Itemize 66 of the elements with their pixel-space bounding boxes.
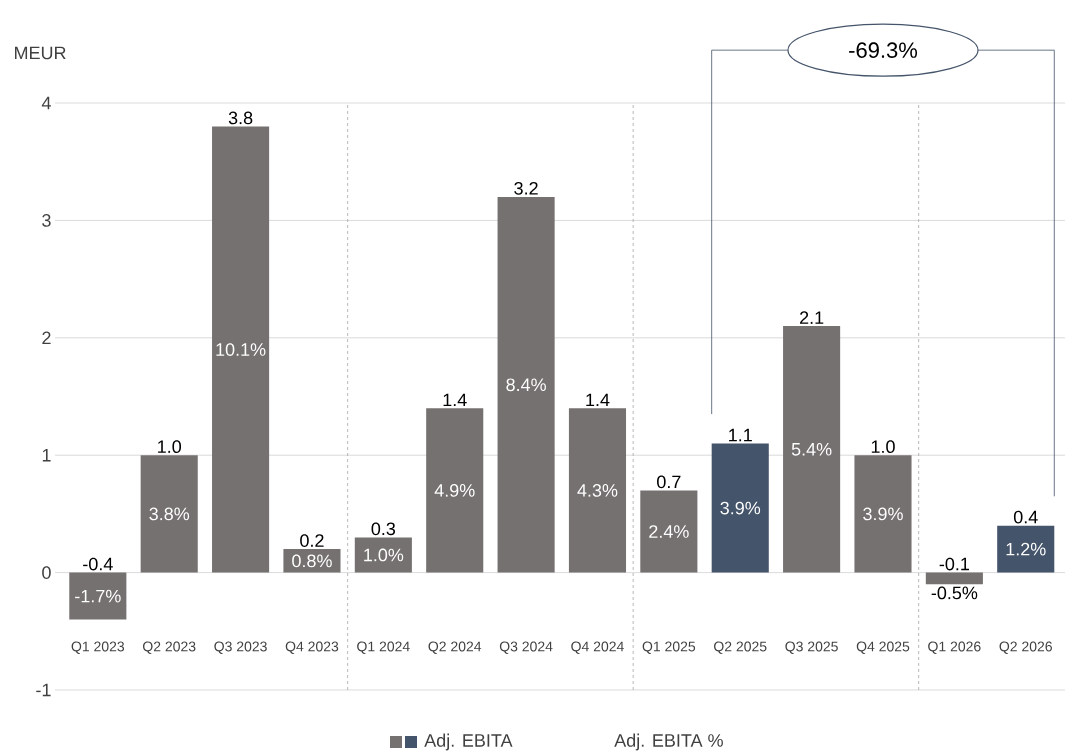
x-tick-label: Q4 2024 <box>571 641 624 654</box>
data-label: 2.1 <box>800 311 824 324</box>
x-tick-label: Q2 2024 <box>428 641 482 654</box>
annotation: -1.7% <box>75 589 121 603</box>
annotation: 8.4% <box>506 378 546 392</box>
bar <box>640 490 698 573</box>
y-tick-label: 0 <box>42 566 51 579</box>
x-tick-label: Q4 2025 <box>856 641 910 654</box>
data-label: 1.4 <box>443 393 467 407</box>
x-tick-label: Q1 2026 <box>928 641 981 654</box>
data-label: 1.1 <box>729 428 752 442</box>
x-tick-label: Q4 2023 <box>285 641 339 654</box>
data-label: -0.1 <box>939 557 969 571</box>
annotation: 3.9% <box>720 501 761 515</box>
y-axis-title: MEUR <box>15 46 66 60</box>
bar <box>925 572 983 585</box>
x-tick-label: Q2 2025 <box>714 641 767 654</box>
bar <box>140 455 198 573</box>
x-tick-label: Q1 2023 <box>71 641 125 654</box>
x-tick-label: Q3 2025 <box>785 641 838 654</box>
annotation: 3.9% <box>863 507 903 521</box>
data-label: 0.4 <box>1013 510 1038 524</box>
bar <box>854 455 912 573</box>
bar <box>354 537 412 573</box>
bar <box>69 572 127 620</box>
data-label: 0.7 <box>657 475 681 489</box>
bar <box>497 196 555 573</box>
data-label: 0.3 <box>371 522 396 536</box>
annotation: 5.4% <box>791 442 832 456</box>
data-label: 3.2 <box>514 181 538 195</box>
bar <box>711 443 769 573</box>
annotation: 3.8% <box>149 507 190 521</box>
data-label: 3.8 <box>228 111 253 125</box>
bar <box>426 408 484 573</box>
data-label: 0.2 <box>300 534 324 547</box>
x-tick-label: Q3 2023 <box>214 641 267 654</box>
text: Adj. EBITA % <box>614 733 723 751</box>
x-tick-label: Q2 2026 <box>999 641 1052 654</box>
bar <box>212 126 270 573</box>
data-label: 1.4 <box>586 393 610 407</box>
bar <box>568 408 627 573</box>
x-tick-label: Q1 2024 <box>357 641 410 654</box>
y-tick-label: -1 <box>36 683 51 697</box>
annotation: 2.4% <box>649 525 689 538</box>
annotation: 0.8% <box>292 554 332 568</box>
y-tick-label: 4 <box>41 96 51 110</box>
x-tick-label: Q3 2024 <box>499 641 553 654</box>
annotation: 4.3% <box>577 484 618 497</box>
bar <box>997 525 1055 573</box>
x-tick-label: Q2 2023 <box>143 641 196 654</box>
y-tick-label: 2 <box>42 331 51 345</box>
annotation: 1.0% <box>364 548 404 562</box>
annotation: 10.1% <box>216 343 266 356</box>
annotation: 1.2% <box>1006 542 1046 556</box>
legend-label: Adj. EBITA <box>424 733 513 751</box>
bar <box>783 326 841 573</box>
y-tick-label: 1 <box>42 449 51 462</box>
x-tick-label: Q1 2025 <box>642 641 696 654</box>
annotation: 4.9% <box>434 484 475 497</box>
annotation: -0.5% <box>931 586 978 600</box>
bar <box>283 549 341 573</box>
text: -69.3% <box>849 42 918 58</box>
data-label: 1.0 <box>158 440 182 453</box>
y-tick-label: 3 <box>42 214 51 227</box>
data-label: 1.0 <box>871 440 895 453</box>
data-label: -0.4 <box>83 557 113 571</box>
